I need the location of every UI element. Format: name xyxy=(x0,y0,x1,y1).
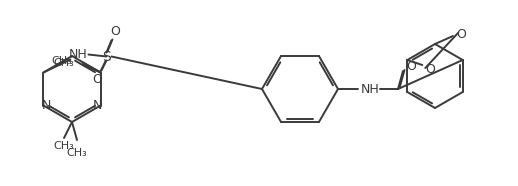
Text: NH: NH xyxy=(361,83,379,95)
Text: O: O xyxy=(456,28,466,41)
Text: N: N xyxy=(93,99,102,112)
Text: CH₃: CH₃ xyxy=(67,148,88,158)
Text: O: O xyxy=(406,60,416,73)
Text: N: N xyxy=(42,99,51,112)
Text: NH: NH xyxy=(69,48,88,61)
Text: O: O xyxy=(93,73,103,86)
Text: S: S xyxy=(102,49,111,63)
Text: CH₃: CH₃ xyxy=(54,57,75,68)
Text: CH₃: CH₃ xyxy=(54,141,75,151)
Text: O: O xyxy=(110,25,120,38)
Text: CH₃: CH₃ xyxy=(52,55,73,65)
Text: O: O xyxy=(425,62,435,76)
